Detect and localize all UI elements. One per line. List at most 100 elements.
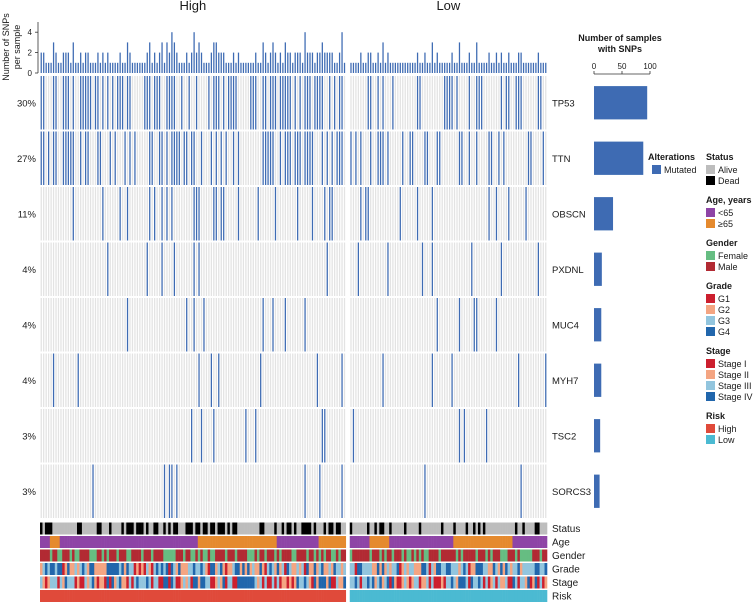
- legend-label-low: Low: [718, 435, 735, 445]
- sample-snp-bar: [171, 32, 173, 73]
- empty-cell: [274, 409, 277, 463]
- mutation-cell: [304, 464, 306, 518]
- empty-cell: [70, 409, 72, 463]
- empty-cell: [163, 298, 166, 352]
- empty-cell: [166, 242, 168, 296]
- sample-snp-bar: [458, 42, 461, 73]
- empty-cell: [326, 298, 328, 352]
- empty-cell: [525, 131, 527, 185]
- empty-cell: [269, 242, 272, 296]
- empty-cell: [513, 409, 515, 463]
- sample-snp-bar: [319, 52, 321, 73]
- annotation-cell: [527, 590, 531, 602]
- empty-cell: [232, 242, 235, 296]
- empty-cell: [230, 131, 232, 185]
- empty-cell: [80, 409, 82, 463]
- annotation-cell: [123, 522, 127, 535]
- empty-cell: [439, 353, 441, 407]
- annotation-label-gender: Gender: [552, 551, 586, 562]
- mutation-cell: [168, 464, 171, 518]
- empty-cell: [205, 242, 208, 296]
- annotation-cell: [138, 576, 142, 589]
- sample-snp-bar: [331, 52, 333, 73]
- annotation-cell: [529, 576, 533, 589]
- legend-label-g1: G1: [718, 294, 730, 304]
- empty-cell: [82, 242, 84, 296]
- empty-cell: [419, 464, 421, 518]
- empty-cell: [540, 353, 542, 407]
- empty-cell: [274, 464, 277, 518]
- annotation-cell: [183, 576, 186, 589]
- annotation-cell: [252, 563, 255, 575]
- empty-cell: [205, 353, 208, 407]
- empty-cell: [62, 187, 65, 241]
- sample-snp-bar: [463, 62, 466, 73]
- mutation-cell: [129, 131, 131, 185]
- annotation-cell: [67, 549, 70, 562]
- sample-snp-bar: [299, 52, 301, 73]
- annotation-cell: [138, 536, 142, 548]
- annotation-cell: [40, 549, 43, 562]
- empty-cell: [372, 76, 374, 130]
- mutation-cell: [478, 76, 480, 130]
- empty-cell: [225, 464, 227, 518]
- annotation-cell: [81, 536, 85, 548]
- empty-cell: [314, 131, 316, 185]
- annotation-cell: [473, 563, 476, 575]
- empty-cell: [267, 242, 269, 296]
- empty-cell: [362, 409, 364, 463]
- empty-cell: [198, 131, 200, 185]
- sample-snp-bar: [210, 52, 212, 73]
- gene-row-ttn: [40, 131, 547, 185]
- annotation-cell: [408, 590, 412, 602]
- annotation-cell: [118, 536, 122, 548]
- empty-cell: [451, 242, 453, 296]
- empty-cell: [498, 242, 500, 296]
- annotation-cell: [343, 522, 347, 535]
- empty-cell: [267, 409, 269, 463]
- sample-snp-bar: [52, 42, 55, 73]
- annotation-cell: [527, 522, 531, 535]
- empty-cell: [50, 409, 52, 463]
- sample-snp-bar: [513, 62, 515, 73]
- annotation-cell: [376, 563, 380, 575]
- annotation-cell: [150, 590, 154, 602]
- annotation-cell: [217, 549, 221, 562]
- empty-cell: [210, 76, 212, 130]
- annotation-cell: [153, 549, 157, 562]
- annotation-cell: [413, 576, 417, 589]
- empty-cell: [136, 76, 139, 130]
- empty-cell: [203, 464, 205, 518]
- empty-cell: [355, 409, 357, 463]
- annotation-cell: [239, 563, 243, 575]
- empty-cell: [178, 76, 180, 130]
- annotation-cell: [389, 536, 392, 548]
- empty-cell: [382, 242, 384, 296]
- empty-cell: [377, 298, 379, 352]
- annotation-cell: [126, 590, 130, 602]
- empty-cell: [70, 464, 72, 518]
- empty-cell: [416, 242, 419, 296]
- empty-cell: [350, 409, 352, 463]
- annotation-cell: [482, 590, 486, 602]
- legend-label-stage-i: Stage I: [718, 359, 747, 369]
- annotation-cell: [131, 576, 134, 589]
- annotation-cell: [62, 522, 65, 535]
- empty-cell: [436, 187, 438, 241]
- mutation-cell: [439, 131, 441, 185]
- empty-cell: [483, 187, 485, 241]
- mutation-cell: [314, 76, 316, 130]
- empty-cell: [60, 76, 62, 130]
- sample-snp-bar: [62, 52, 65, 73]
- empty-cell: [508, 409, 510, 463]
- empty-cell: [45, 298, 47, 352]
- empty-cell: [416, 298, 419, 352]
- annotation-cell: [328, 536, 332, 548]
- annotation-cell: [79, 576, 83, 589]
- empty-cell: [70, 187, 72, 241]
- empty-cell: [444, 464, 446, 518]
- annotation-cell: [84, 590, 88, 602]
- empty-cell: [426, 298, 429, 352]
- annotation-cell: [180, 590, 184, 602]
- empty-cell: [89, 187, 92, 241]
